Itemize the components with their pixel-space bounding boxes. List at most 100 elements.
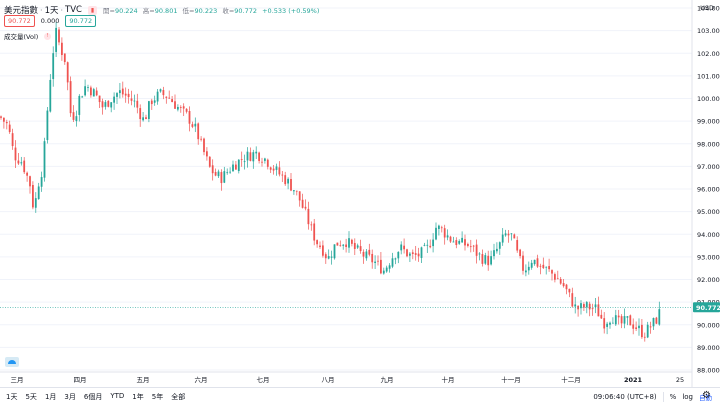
candle-body [165,96,168,98]
range-selector: 1天 5天 1月 3月 6個月 YTD 1年 5年 全部 [0,392,189,402]
candle-body [339,245,342,247]
candle-body [551,270,553,274]
range-button[interactable]: 全部 [171,393,186,401]
range-button[interactable]: 5年 [151,393,164,401]
candle-body [246,151,249,161]
candle-body [487,255,490,266]
candle-body [153,100,156,103]
range-button[interactable]: 1年 [132,393,144,401]
candle-body [649,326,652,328]
candle-body [32,185,34,208]
candle-body [356,245,359,248]
interval-label[interactable]: 1天 [44,6,59,16]
candle-body [92,89,95,97]
candle-body [449,236,452,242]
candle-body [464,239,466,246]
candle-body [269,167,272,170]
candle-body [95,90,98,96]
candle-body [353,242,356,249]
candle-body [359,246,362,252]
spread-value: 0.000 [40,17,60,25]
candle-body [580,303,582,309]
open-label: 開= [102,7,115,15]
candle-body [284,175,287,185]
price-tick-label: 89.000 [697,344,720,352]
candle-body [69,81,72,114]
range-button[interactable]: 3月 [64,393,76,401]
price-chart[interactable]: 104.000 103.000 102.000 101.000 100.000 99.00… [0,0,720,387]
candle-body [110,102,113,108]
candle-body [104,102,107,107]
auto-scale-toggle[interactable]: 自動 [699,394,712,402]
candle-body [484,255,487,264]
candle-body [81,96,84,98]
candle-body [612,322,614,324]
clock-display[interactable]: 09:06:40 (UTC+8) [593,393,657,401]
ohlc-values: 開=90.224 高=90.801 低=90.223 收=90.772 +0.5… [103,5,319,15]
candle-body [510,233,513,235]
candle-body [583,304,585,308]
candle-body [452,241,455,243]
price-axis[interactable]: 104.000 103.000 102.000 101.000 100.000 99.00… [691,0,720,387]
change-value: +0.533 (+0.59%) [262,7,320,15]
price-tick-label: 98.000 [697,140,720,148]
candle-body [426,244,429,246]
candle-body [26,172,28,176]
range-button[interactable]: YTD [110,392,125,400]
range-button[interactable]: 5天 [25,393,37,401]
range-button[interactable]: 6個月 [83,393,103,401]
candle-body [548,266,550,270]
candle-body [304,206,307,209]
bid-price-box[interactable]: 90.772 [4,15,35,27]
candle-body [107,100,110,107]
candle-body [310,224,313,226]
candle-body [559,278,562,284]
price-tick-label: 94.000 [697,231,720,239]
candle-body [571,293,574,307]
flag-icon[interactable]: ▮ [87,5,97,15]
candle-body [623,316,626,324]
volume-label[interactable]: 成交量(Vol) [4,33,39,41]
candle-body [40,177,43,187]
candle-body [351,239,353,244]
candle-body [52,53,55,80]
price-tick-label: 99.000 [697,118,720,126]
candle-body [406,249,408,257]
candle-body [171,99,173,103]
candle-body [124,93,127,96]
candle-body [368,249,371,255]
source-label[interactable]: TVC [65,5,82,15]
ask-price-box[interactable]: 90.772 [65,15,97,27]
candle-body [574,304,577,307]
candle-body [638,325,640,329]
candle-body [481,254,484,264]
high-label: 高= [142,7,155,15]
log-toggle[interactable]: log [682,393,693,401]
candle-body [142,117,144,121]
candle-body [5,122,8,124]
candle-body [614,315,617,325]
range-button[interactable]: 1月 [44,393,57,401]
percent-toggle[interactable]: % [669,393,677,401]
time-axis[interactable]: 三月 四月 五月 六月 七月 八月 九月 十月 十一月 十二月 2021 25 [0,371,692,384]
candle-body [211,165,214,174]
candle-body [159,89,162,92]
candle-body [658,309,661,325]
candle-body [545,266,548,268]
candle-body [446,235,449,238]
alert-icon[interactable]: ! [44,32,52,40]
candle-body [525,270,527,273]
candle-body [330,256,333,258]
tradingview-logo-icon[interactable] [5,357,19,367]
candle-body [556,278,559,280]
candle-body [63,53,66,63]
candle-body [37,186,40,200]
candle-body [235,164,237,170]
candle-body [423,244,426,246]
candle-body [84,86,86,96]
gear-icon[interactable]: ⚙ [702,390,711,401]
range-button[interactable]: 1天 [6,393,18,401]
candle-body [539,265,542,267]
symbol-name[interactable]: 美元指數 [4,6,39,16]
currency-label[interactable]: USD [700,4,714,12]
